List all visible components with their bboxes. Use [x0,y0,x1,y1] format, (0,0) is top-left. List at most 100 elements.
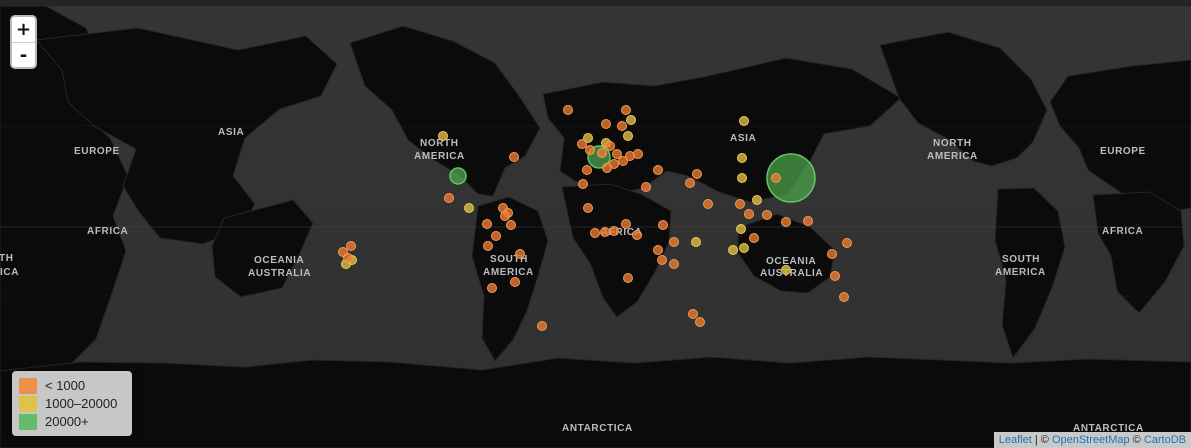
marker-orange[interactable] [578,179,588,189]
marker-orange[interactable] [601,119,611,129]
marker-green-asia[interactable] [766,153,816,203]
marker-orange[interactable] [346,241,356,251]
marker-orange[interactable] [827,249,837,259]
marker-orange[interactable] [830,271,840,281]
marker-orange[interactable] [781,217,791,227]
marker-orange[interactable] [582,165,592,175]
marker-orange[interactable] [653,165,663,175]
label-south-america-right-2: AMERICA [995,267,1046,278]
marker-orange[interactable] [749,233,759,243]
marker-orange[interactable] [583,203,593,213]
marker-yellow[interactable] [739,243,749,253]
left-australia-landmass [211,199,314,298]
marker-orange[interactable] [577,139,587,149]
marker-orange[interactable] [692,169,702,179]
marker-orange[interactable] [703,199,713,209]
marker-orange[interactable] [669,259,679,269]
marker-orange[interactable] [621,105,631,115]
marker-orange[interactable] [597,148,607,158]
marker-green-north-america[interactable] [449,167,467,185]
marker-orange[interactable] [602,163,612,173]
marker-orange[interactable] [688,309,698,319]
marker-orange[interactable] [842,238,852,248]
marker-orange[interactable] [605,141,615,151]
marker-yellow[interactable] [739,116,749,126]
marker-yellow[interactable] [623,131,633,141]
marker-orange[interactable] [695,317,705,327]
label-south-america-2: AMERICA [483,267,534,278]
marker-yellow[interactable] [737,173,747,183]
marker-orange[interactable] [343,253,353,263]
north-america-landmass [349,25,541,197]
antarctica-landmass [0,356,1191,448]
marker-orange[interactable] [735,199,745,209]
marker-orange[interactable] [632,230,642,240]
marker-orange[interactable] [444,193,454,203]
label-south-america-1: SOUTH [490,254,528,265]
marker-orange[interactable] [585,145,595,155]
marker-orange[interactable] [803,216,813,226]
marker-yellow[interactable] [626,115,636,125]
marker-yellow[interactable] [583,133,593,143]
marker-orange[interactable] [633,149,643,159]
marker-orange[interactable] [641,182,651,192]
attribution: Leaflet | © OpenStreetMap © CartoDB [993,432,1191,448]
marker-orange[interactable] [482,219,492,229]
marker-orange[interactable] [563,105,573,115]
openstreetmap-link[interactable]: OpenStreetMap [1051,434,1130,446]
marker-yellow[interactable] [438,131,448,141]
zoom-out-button[interactable]: - [12,42,35,67]
marker-yellow[interactable] [737,153,747,163]
marker-orange[interactable] [600,227,610,237]
label-asia-center: ASIA [730,133,756,144]
marker-orange[interactable] [500,211,510,221]
marker-orange[interactable] [771,173,781,183]
marker-orange[interactable] [509,152,519,162]
marker-orange[interactable] [510,277,520,287]
marker-orange[interactable] [612,149,622,159]
marker-orange[interactable] [618,156,628,166]
marker-orange[interactable] [491,231,501,241]
map-svg[interactable]: ASIA EUROPE AFRICA TH ICA OCEANIA AUSTRA… [0,6,1191,448]
label-europe-right: EUROPE [1100,146,1146,157]
marker-orange[interactable] [609,226,619,236]
marker-orange[interactable] [483,241,493,251]
marker-orange[interactable] [590,228,600,238]
marker-orange[interactable] [515,249,525,259]
legend-swatch-low [19,378,37,394]
marker-yellow[interactable] [752,195,762,205]
marker-orange[interactable] [653,245,663,255]
marker-yellow[interactable] [728,245,738,255]
legend-label-mid: 1000–20000 [45,396,118,411]
marker-orange[interactable] [685,178,695,188]
world-map[interactable]: ASIA EUROPE AFRICA TH ICA OCEANIA AUSTRA… [0,6,1191,448]
legend-label-low: < 1000 [45,378,86,393]
label-oceania-center-2: AUSTRALIA [760,268,823,279]
circle-markers[interactable] [338,105,852,331]
right-north-america-landmass [879,31,1048,167]
marker-orange[interactable] [744,209,754,219]
leaflet-link[interactable]: Leaflet [998,434,1032,446]
marker-yellow[interactable] [464,203,474,213]
marker-yellow[interactable] [736,224,746,234]
marker-orange[interactable] [537,321,547,331]
marker-orange[interactable] [658,220,668,230]
right-south-america-landmass [994,187,1066,360]
marker-orange[interactable] [617,121,627,131]
marker-orange[interactable] [621,219,631,229]
marker-orange[interactable] [839,292,849,302]
marker-orange[interactable] [487,283,497,293]
marker-orange[interactable] [762,210,772,220]
label-oceania-left-1: OCEANIA [254,255,304,266]
marker-orange[interactable] [623,273,633,283]
label-oceania-left-2: AUSTRALIA [248,268,311,279]
zoom-in-button[interactable]: + [12,17,35,42]
marker-yellow[interactable] [691,237,701,247]
attribution-separator: | © [1031,434,1052,446]
cartodb-link[interactable]: CartoDB [1143,434,1186,446]
marker-orange[interactable] [657,255,667,265]
marker-yellow[interactable] [781,265,791,275]
marker-orange[interactable] [669,237,679,247]
marker-orange[interactable] [506,220,516,230]
